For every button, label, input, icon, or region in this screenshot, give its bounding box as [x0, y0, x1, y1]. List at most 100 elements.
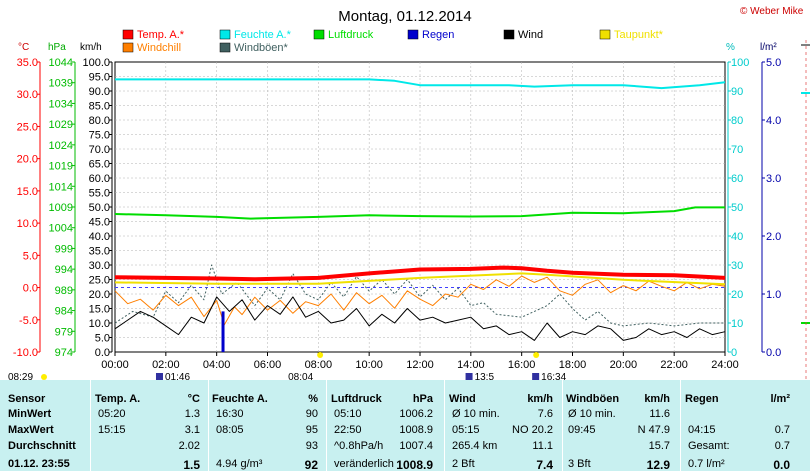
summary-cell: 11.1	[532, 440, 553, 452]
wind-tick-label: 90.0	[89, 86, 110, 98]
summary-header: hPa	[412, 393, 433, 405]
legend-label: Windchill	[137, 42, 181, 54]
summary-cell: 15:15	[98, 424, 126, 436]
plot-axes: 35.0 30.0 25.0 20.0 15.0 10.0 5.0 0.0 -5.0 -10.0 1…	[13, 57, 781, 359]
summary-cell: 15.7	[648, 440, 670, 452]
wind-tick-label: 40.0	[89, 231, 110, 243]
x-axis: 00:00 02:00 04:00 06:00 08:00 10:00 12:00 14:00…	[101, 352, 739, 371]
summary-cell: 93	[305, 440, 318, 452]
wind-tick-label: 65.0	[89, 159, 110, 171]
summary-cell: 1007.4	[399, 440, 433, 452]
series-line-windb-en	[114, 264, 725, 327]
pressure-tick-label: 1019	[49, 161, 73, 173]
summary-header: km/h	[527, 393, 553, 405]
plot-series	[114, 78, 726, 352]
legend: Temp. A.* Feuchte A.* Luftdruck Regen Wind Ta…	[122, 29, 664, 54]
summary-cell: 7.6	[537, 408, 553, 420]
wind-tick-label: 55.0	[89, 188, 110, 200]
wind-unit-label: km/h	[80, 42, 102, 53]
temp-tick-label: 25.0	[17, 121, 38, 133]
humidity-tick-label: 60	[731, 173, 743, 185]
pressure-tick-label: 974	[55, 347, 73, 359]
temp-tick-label: 10.0	[17, 218, 38, 230]
marker-label: 08:29	[8, 372, 33, 380]
humidity-tick-label: 0	[731, 347, 737, 359]
humidity-tick-label: 10	[731, 318, 743, 330]
sun-icon	[317, 352, 324, 358]
summary-header: Temp. A.	[95, 393, 141, 405]
series-line-windchill	[114, 275, 726, 326]
x-tick-label: 24:00	[711, 359, 739, 371]
rain-unit-label: l/m²	[760, 42, 777, 53]
summary-header: Feuchte A.	[212, 393, 268, 405]
summary-cell: 05:15	[452, 424, 480, 436]
summary-cell: Ø 10 min.	[452, 408, 500, 420]
summary-cell: 12.9	[646, 458, 670, 472]
summary-cell: 0.7 l/m²	[688, 458, 725, 470]
wind-tick-label: 10.0	[89, 318, 110, 330]
x-tick-label: 22:00	[660, 359, 688, 371]
rain-tick-label: 1.0	[766, 289, 781, 301]
rain-tick-label: 0.0	[766, 347, 781, 359]
pressure-unit-label: hPa	[48, 42, 66, 53]
summary-header: Windböen	[566, 393, 620, 405]
legend-label: Wind	[518, 29, 543, 41]
x-tick-label: 16:00	[508, 359, 536, 371]
series-line-temp-a	[114, 265, 726, 282]
pressure-tick-label: 1039	[49, 78, 73, 90]
sun-icon	[533, 352, 540, 358]
table-divider	[208, 380, 209, 471]
pressure-tick-label: 989	[55, 285, 73, 297]
legend-swatch	[313, 29, 325, 40]
summary-cell: 11.6	[649, 408, 670, 420]
pressure-tick-label: 1044	[49, 57, 73, 69]
pressure-tick-label: 979	[55, 326, 73, 338]
wind-tick-label: 80.0	[89, 115, 110, 127]
x-tick-label: 10:00	[355, 359, 383, 371]
summary-cell: 05:10	[334, 408, 362, 420]
summary-header: Wind	[449, 393, 476, 405]
summary-header: %	[308, 393, 318, 405]
pressure-tick-label: 999	[55, 243, 73, 255]
temp-tick-label: 15.0	[17, 186, 38, 198]
summary-cell: Ø 10 min.	[568, 408, 616, 420]
humidity-tick-label: 90	[731, 86, 743, 98]
legend-swatch	[407, 29, 419, 40]
legend-swatch	[219, 29, 231, 40]
series-line-wind	[114, 296, 726, 341]
summary-cell: 22:50	[334, 424, 362, 436]
summary-cell: 1008.9	[396, 458, 433, 472]
wind-tick-label: 70.0	[89, 144, 110, 156]
table-divider	[444, 380, 445, 471]
summary-row-label: 01.12. 23:55	[8, 458, 70, 470]
rain-tick-label: 4.0	[766, 115, 781, 127]
moon-icon	[465, 373, 473, 380]
legend-label: Feuchte A.*	[234, 29, 292, 41]
summary-cell: 1008.9	[399, 424, 433, 436]
summary-cell: Gesamt:	[688, 440, 730, 452]
summary-cell: 2 Bft	[452, 458, 475, 470]
rain-tick-label: 2.0	[766, 231, 781, 243]
sun-icon	[41, 374, 47, 380]
summary-cell: 4.94 g/m³	[216, 458, 263, 470]
series-line-feuchte-a	[115, 78, 726, 90]
x-tick-label: 18:00	[559, 359, 587, 371]
plot-grid	[114, 61, 726, 353]
time-markers: 08:29 01:46 08:04 13:5 16:34	[8, 352, 567, 380]
temp-tick-label: 35.0	[17, 57, 38, 69]
x-tick-label: 14:00	[457, 359, 485, 371]
humidity-tick-label: 80	[731, 115, 743, 127]
legend-swatch	[122, 42, 134, 53]
wind-tick-label: 30.0	[89, 260, 110, 272]
pressure-tick-label: 1029	[49, 119, 73, 131]
summary-table: Sensor Temp. A. °C Feuchte A.% Luftdruck hPa W…	[0, 380, 810, 472]
copyright-label: © Weber Mike	[740, 6, 804, 17]
humidity-tick-label: 100	[731, 57, 749, 69]
summary-cell: 1.3	[184, 408, 200, 420]
wind-tick-label: 60.0	[89, 173, 110, 185]
pressure-tick-label: 994	[55, 264, 73, 276]
wind-tick-label: 100.0	[82, 57, 110, 69]
table-divider	[90, 380, 91, 471]
summary-cell: 08:05	[216, 424, 244, 436]
legend-label: Regen	[422, 29, 454, 41]
